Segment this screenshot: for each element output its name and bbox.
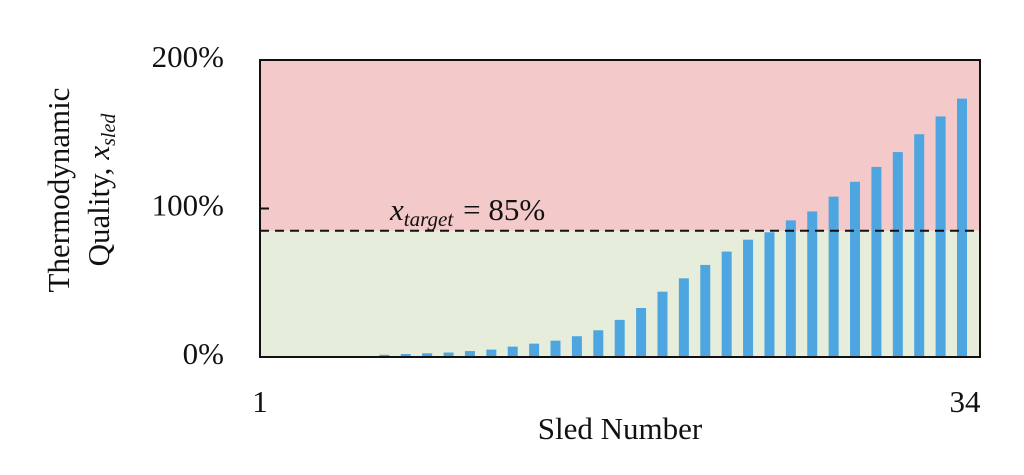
bar	[571, 336, 582, 357]
bar	[443, 352, 454, 357]
bar	[828, 196, 839, 357]
bar	[871, 166, 882, 357]
bar	[807, 211, 818, 357]
bar	[721, 251, 732, 357]
bar	[529, 343, 540, 357]
y-axis-symbol: x	[81, 146, 116, 161]
bar	[657, 291, 668, 357]
y-axis-subscript: sled	[98, 113, 120, 146]
bar	[614, 319, 625, 357]
bar	[892, 152, 903, 357]
target-symbol: x	[389, 192, 404, 227]
bar	[550, 340, 561, 357]
bar	[957, 98, 967, 358]
x-tick-label: 1	[252, 384, 268, 419]
bar	[785, 220, 796, 357]
target-text: = 85%	[463, 192, 545, 227]
bar	[764, 232, 775, 357]
bar	[379, 354, 390, 357]
bar	[507, 346, 518, 357]
y-tick-label: 200%	[152, 39, 224, 74]
bar	[486, 349, 497, 357]
y-axis-title: Thermodynamic	[41, 88, 76, 293]
bar	[593, 330, 604, 357]
target-label: xtarget = 85%	[389, 192, 545, 231]
target-subscript: target	[404, 207, 455, 231]
x-axis-title: Sled Number	[538, 411, 703, 446]
y-axis-title: Quality, xsled	[81, 113, 119, 267]
y-tick-label: 0%	[183, 336, 224, 371]
bar	[850, 181, 861, 357]
bar	[422, 353, 433, 357]
bar	[678, 278, 689, 357]
bar	[914, 134, 925, 357]
bar	[400, 354, 411, 357]
bar	[743, 239, 754, 357]
x-tick-label: 34	[950, 384, 982, 419]
bar	[636, 307, 647, 357]
y-axis-title-text: Quality,	[81, 168, 116, 267]
bar	[935, 116, 946, 358]
y-tick-label: 100%	[152, 188, 224, 223]
bar	[700, 264, 711, 357]
bar	[464, 351, 475, 357]
